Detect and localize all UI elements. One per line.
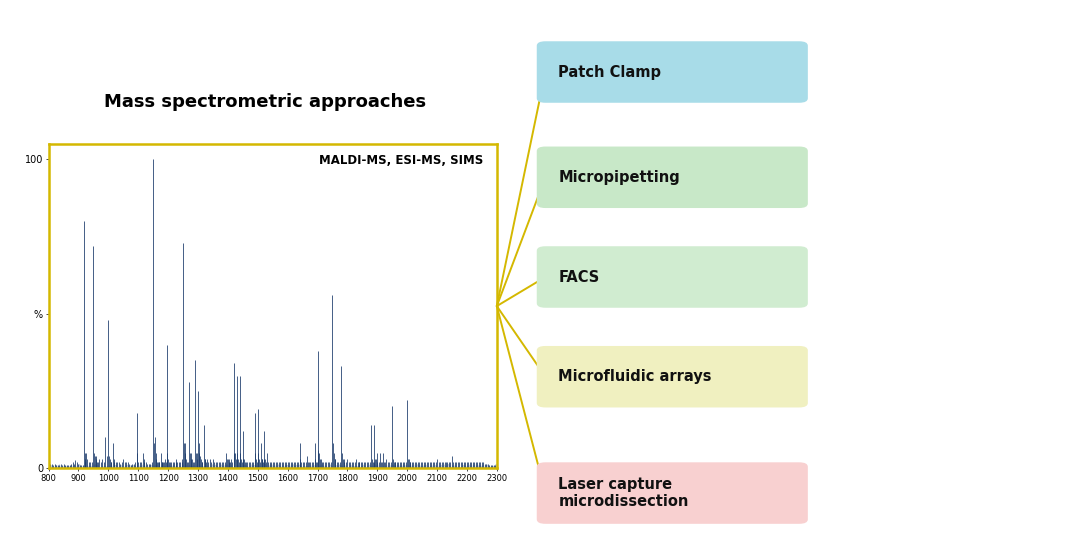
FancyBboxPatch shape <box>537 42 808 103</box>
Text: FACS: FACS <box>558 269 599 285</box>
FancyBboxPatch shape <box>537 246 808 307</box>
Text: Mass spectrometric approaches: Mass spectrometric approaches <box>104 93 426 111</box>
Text: MALDI-MS, ESI-MS, SIMS: MALDI-MS, ESI-MS, SIMS <box>319 154 484 167</box>
Text: Micropipetting: Micropipetting <box>558 170 680 185</box>
FancyBboxPatch shape <box>537 346 808 408</box>
FancyBboxPatch shape <box>537 146 808 208</box>
Text: Laser capture
microdissection: Laser capture microdissection <box>558 477 689 509</box>
Text: Microfluidic arrays: Microfluidic arrays <box>558 369 712 384</box>
FancyBboxPatch shape <box>537 462 808 524</box>
Text: Patch Clamp: Patch Clamp <box>558 64 661 80</box>
